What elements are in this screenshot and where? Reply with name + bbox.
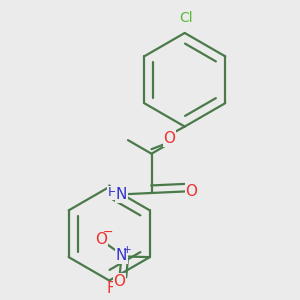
Text: O: O bbox=[114, 274, 126, 289]
Text: N: N bbox=[116, 187, 127, 202]
Text: O: O bbox=[185, 184, 197, 199]
Text: H: H bbox=[107, 187, 117, 200]
Text: −: − bbox=[103, 226, 113, 239]
Text: O: O bbox=[164, 131, 175, 146]
Text: O: O bbox=[95, 232, 107, 247]
Text: N: N bbox=[116, 248, 127, 263]
Text: Cl: Cl bbox=[179, 11, 193, 25]
Text: +: + bbox=[123, 245, 131, 255]
Text: F: F bbox=[106, 281, 115, 296]
